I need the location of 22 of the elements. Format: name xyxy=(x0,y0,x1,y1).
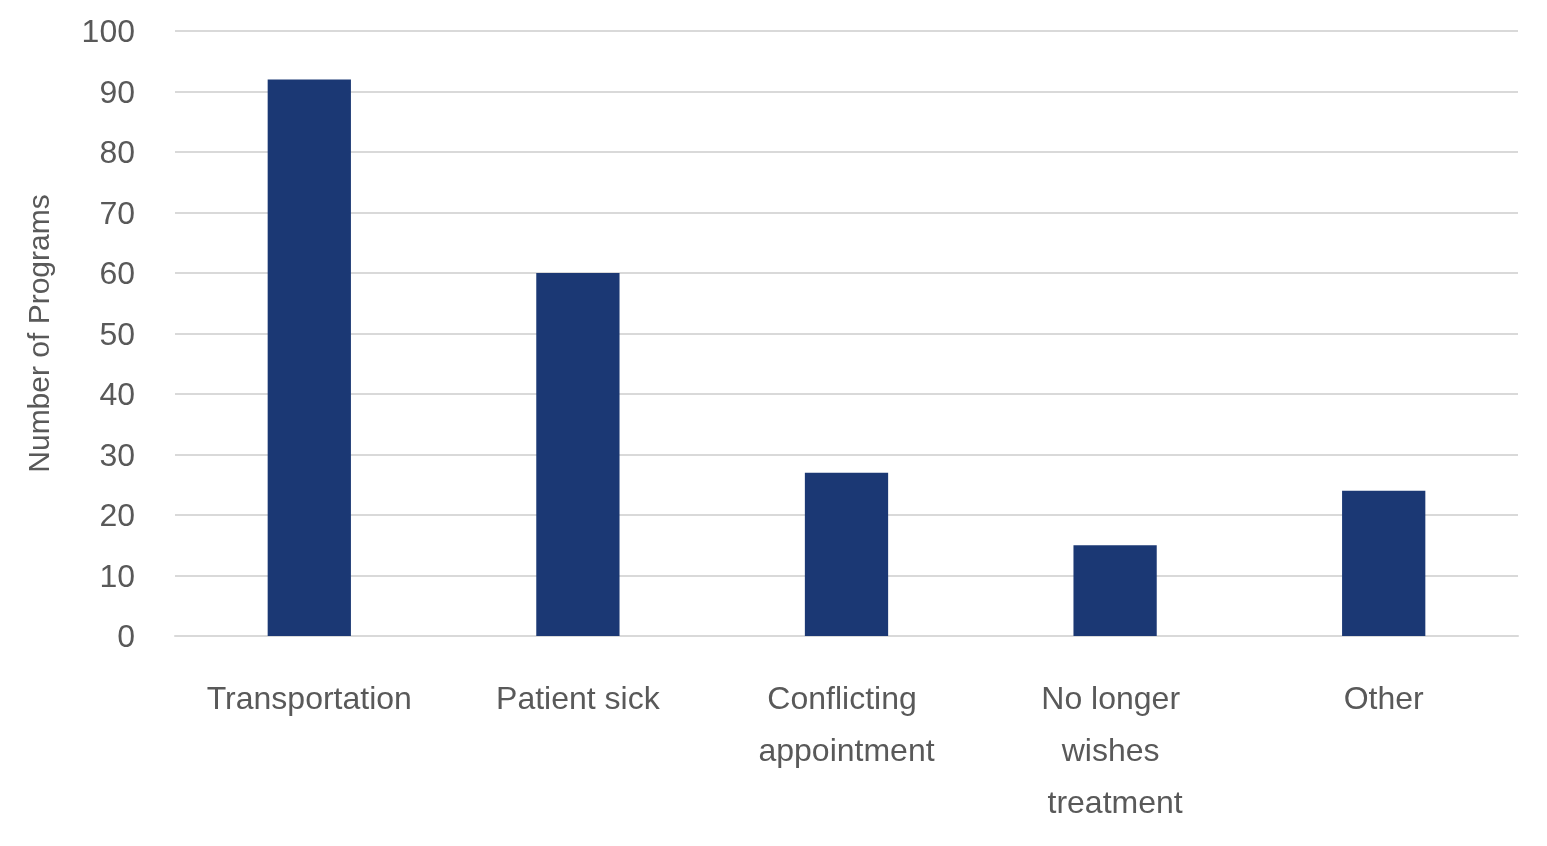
x-tick-label: Other xyxy=(1343,680,1425,716)
y-tick-label: 30 xyxy=(99,436,135,473)
y-tick-label: 40 xyxy=(99,376,135,412)
y-tick-label: 90 xyxy=(99,73,135,110)
x-tick-label: Transportation xyxy=(206,680,412,716)
y-tick-label: 10 xyxy=(99,557,135,594)
y-tick-label: 60 xyxy=(99,255,135,291)
y-axis-title: Number of Programs xyxy=(21,194,55,473)
y-tick-label: 80 xyxy=(99,134,135,170)
y-tick-label: 100 xyxy=(81,13,135,49)
bar xyxy=(1342,490,1426,636)
x-tick-label: Conflicting appointment xyxy=(758,680,935,768)
bar xyxy=(536,273,620,636)
y-tick-label: 20 xyxy=(99,497,135,533)
bar xyxy=(804,472,889,636)
y-tick-label: 50 xyxy=(99,315,135,352)
y-tick-label: 70 xyxy=(99,194,135,231)
bar xyxy=(1073,545,1157,636)
bar xyxy=(267,79,351,636)
y-tick-label: 0 xyxy=(117,618,135,654)
x-tick-label: Patient sick xyxy=(496,680,661,716)
x-tick-label: No longer wishes treatment xyxy=(1041,680,1189,820)
